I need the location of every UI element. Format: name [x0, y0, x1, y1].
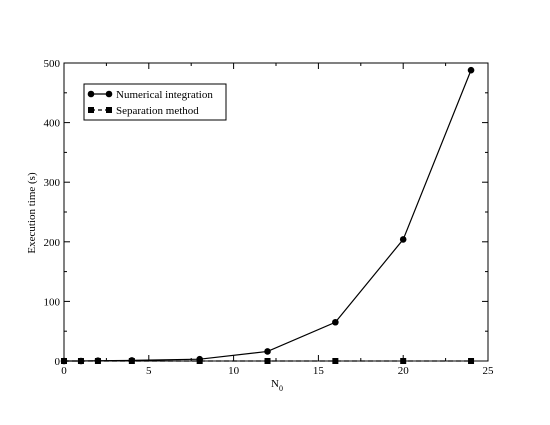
data-point-square — [128, 358, 135, 364]
data-point-circle — [467, 66, 475, 74]
x-tick-label: 15 — [313, 365, 325, 377]
x-tick-label: 10 — [228, 365, 240, 377]
data-point-square — [77, 358, 84, 364]
legend-label-0: Numerical integration — [116, 89, 213, 101]
y-tick-label: 200 — [44, 237, 61, 249]
data-point-square — [400, 358, 407, 364]
data-point-circle — [264, 348, 271, 355]
data-point-square — [94, 358, 101, 364]
y-tick-label: 400 — [44, 118, 61, 130]
data-point-square — [61, 358, 67, 364]
y-tick-label: 300 — [44, 177, 61, 189]
data-point-square — [196, 358, 203, 364]
legend-marker-square — [88, 107, 94, 113]
x-tick-label: 0 — [61, 365, 67, 377]
legend-label-1: Separation method — [116, 105, 199, 117]
legend-marker-circle — [105, 90, 113, 98]
y-tick-label: 0 — [55, 356, 61, 368]
legend-marker-square — [106, 107, 112, 113]
x-tick-label: 5 — [146, 365, 152, 377]
x-axis-label: N0 — [271, 378, 283, 393]
y-axis-label: Execution time (s) — [26, 172, 38, 254]
data-point-circle — [332, 318, 339, 326]
legend-box — [83, 83, 227, 121]
data-point-square — [264, 358, 271, 364]
data-point-circle — [399, 236, 407, 243]
legend-marker-circle — [87, 90, 95, 98]
data-point-square — [468, 358, 475, 364]
x-tick-label: 20 — [398, 365, 410, 377]
x-tick-label: 25 — [483, 365, 495, 377]
y-tick-label: 100 — [44, 296, 61, 308]
y-tick-label: 500 — [44, 58, 61, 70]
data-point-square — [332, 358, 339, 364]
